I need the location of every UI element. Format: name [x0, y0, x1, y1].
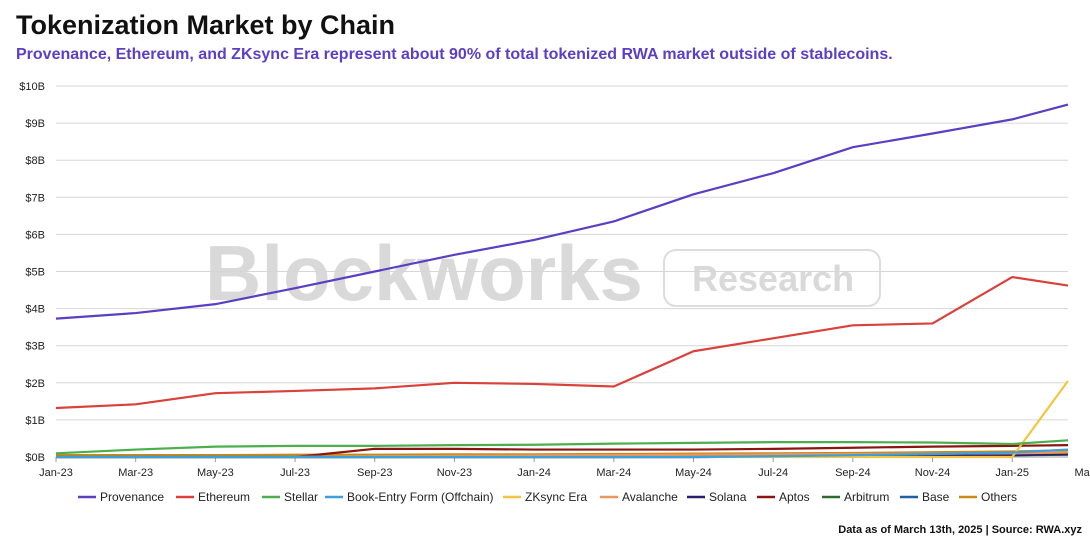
legend-label: Arbitrum — [844, 490, 889, 504]
y-axis-ticks: $0B $1B $2B $3B $4B $5B $6B $7B $8B $9B $10B — [19, 81, 45, 464]
series-lines — [55, 103, 1069, 459]
y-tick-label: $8B — [25, 155, 45, 167]
y-tick-label: $4B — [25, 304, 45, 316]
x-tick-label: Mar-25 — [1074, 467, 1090, 479]
watermark-tag: Research — [692, 258, 854, 299]
y-tick-label: $5B — [25, 267, 45, 279]
series-line-stellar — [55, 439, 1069, 455]
chart-subtitle: Provenance, Ethereum, and ZKsync Era rep… — [16, 46, 893, 63]
series-line-provenance — [55, 103, 1069, 320]
y-tick-label: $2B — [25, 378, 45, 390]
x-tick-label: Sep-23 — [357, 467, 392, 479]
legend-label: Provenance — [100, 490, 164, 504]
legend-label: Book-Entry Form (Offchain) — [347, 490, 493, 504]
y-tick-label: $9B — [25, 118, 45, 130]
source-note: Data as of March 13th, 2025 | Source: RW… — [838, 524, 1082, 536]
legend-label: Others — [981, 490, 1017, 504]
line-chart: Blockworks Research $0B $1B $2B $3B $4B $5B $6B… — [19, 81, 1090, 504]
legend-label: Ethereum — [198, 490, 250, 504]
x-tick-label: Nov-24 — [915, 467, 950, 479]
x-tick-label: Nov-23 — [437, 467, 472, 479]
x-tick-label: Jan-24 — [517, 467, 551, 479]
x-axis-ticks: Jan-23 Mar-23 May-23 Jul-23 Sep-23 Nov-23 Jan-… — [39, 456, 1090, 479]
x-tick-label: Jan-23 — [39, 467, 73, 479]
legend-label: Stellar — [284, 490, 318, 504]
x-tick-label: Jul-23 — [280, 467, 310, 479]
watermark-tag-box — [663, 249, 881, 307]
legend: Provenance Ethereum Stellar Book-Entry Form… — [78, 490, 1017, 504]
chart-title: Tokenization Market by Chain — [16, 10, 396, 40]
y-tick-label: $1B — [25, 415, 45, 427]
x-tick-label: Mar-24 — [596, 467, 631, 479]
x-tick-label: Jan-25 — [995, 467, 1029, 479]
legend-label: Base — [922, 490, 950, 504]
series-line-ethereum — [55, 275, 1069, 410]
x-tick-label: Sep-24 — [835, 467, 870, 479]
y-tick-label: $10B — [19, 81, 45, 93]
x-tick-label: Jul-24 — [758, 467, 788, 479]
series-line-zksync-era — [56, 380, 1069, 459]
blockworks-watermark: Blockworks Research — [205, 229, 881, 317]
y-tick-label: $6B — [25, 229, 45, 241]
x-tick-label: Mar-23 — [118, 467, 153, 479]
legend-label: ZKsync Era — [525, 490, 587, 504]
x-tick-label: May-24 — [675, 467, 712, 479]
legend-label: Avalanche — [622, 490, 678, 504]
series-line-others — [56, 449, 1069, 457]
series-line-book-entry-form-offchain- — [56, 448, 1069, 459]
legend-label: Aptos — [779, 490, 810, 504]
y-tick-label: $0B — [25, 452, 45, 464]
watermark-brand: Blockworks — [205, 229, 643, 317]
legend-label: Solana — [709, 490, 747, 504]
y-tick-label: $7B — [25, 192, 45, 204]
x-tick-label: May-23 — [197, 467, 234, 479]
y-tick-label: $3B — [25, 341, 45, 353]
grid-lines — [56, 85, 1068, 458]
